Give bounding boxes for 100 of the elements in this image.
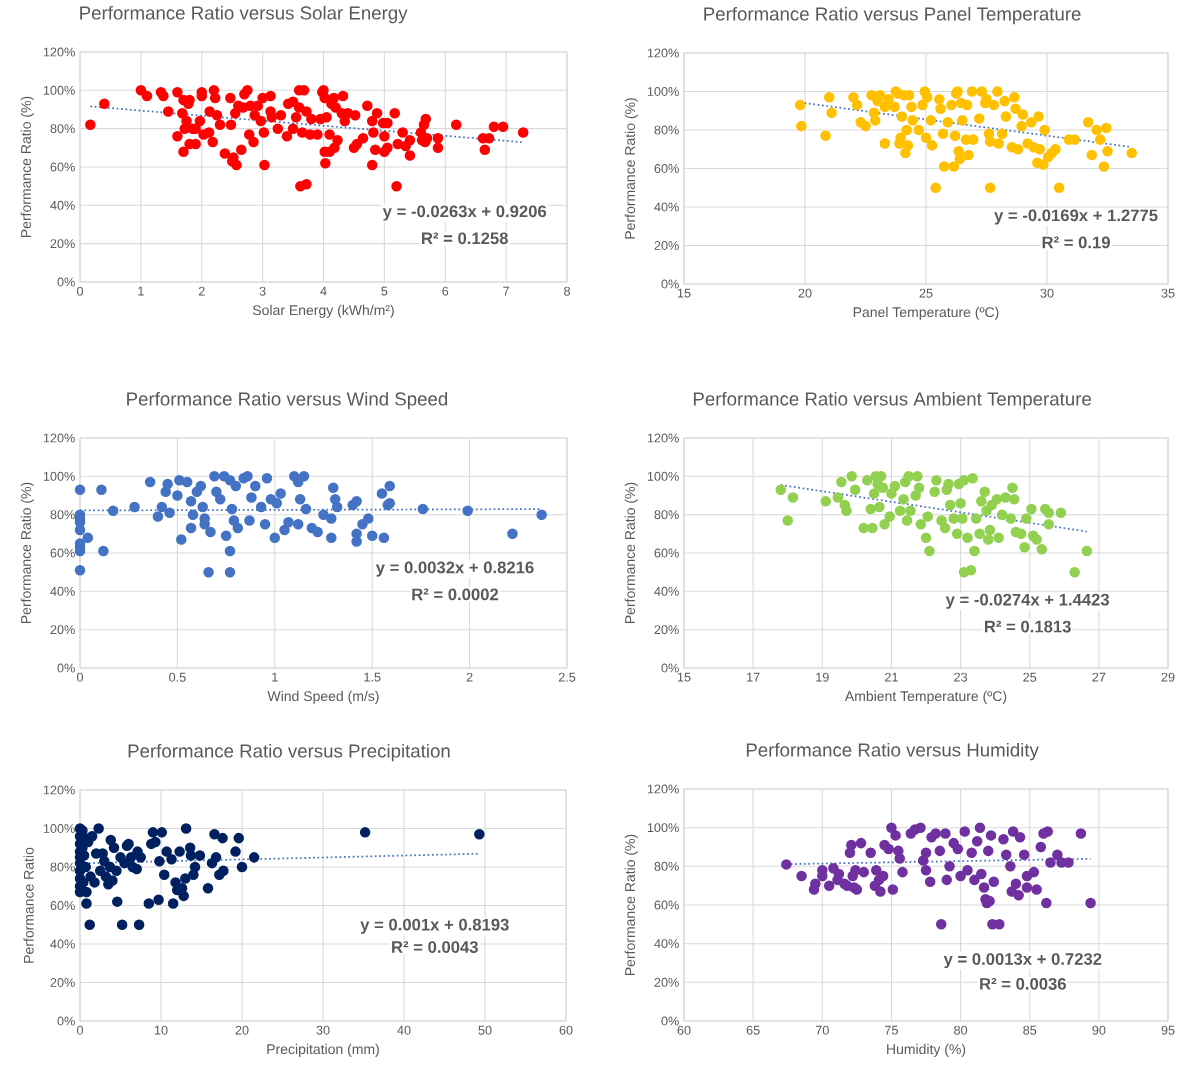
y-axis-title: Performance Ratio (%) [20,482,34,624]
x-tick-label: 2.5 [558,672,576,682]
y-tick-label: 80% [654,125,679,135]
x-tick-label: 60 [677,1025,691,1035]
x-tick-label: 3 [259,286,266,296]
x-axis-title: Precipitation (mm) [267,1043,379,1057]
x-tick-label: 0.5 [169,672,186,682]
x-tick-label: 19 [816,672,829,682]
y-tick-label: 120% [647,784,679,794]
y-tick-label: 60% [50,548,75,558]
x-tick-label: 50 [478,1025,492,1035]
y-tick-label: 80% [654,861,679,871]
chart-title: Performance Ratio versus Humidity [746,742,1039,761]
x-tick-label: 10 [154,1025,168,1035]
x-tick-label: 30 [1040,288,1054,298]
x-tick-label: 60 [559,1025,573,1035]
y-tick-label: 0% [661,663,679,673]
annotation: y = -0.0263x + 0.9206 [382,205,547,221]
y-tick-label: 40% [654,939,679,949]
y-tick-label: 20% [50,239,75,249]
chart-title: Performance Ratio versus Solar Energy [80,5,408,24]
annotation: y = -0.0169x + 1.2775 [994,209,1158,225]
y-tick-label: 100% [647,823,679,833]
x-tick-label: 0 [76,286,84,296]
x-tick-label: 0 [76,672,84,682]
y-axis-title: Performance Ratio (%) [624,834,638,976]
x-axis-title: Wind Speed (m/s) [267,690,379,704]
x-axis-title: Solar Energy (kWh/m²) [252,304,394,318]
x-tick-label: 70 [815,1025,829,1035]
x-tick-label: 29 [1161,672,1175,682]
annotation: R² = 0.19 [1042,236,1110,249]
y-tick-label: 100% [647,471,679,481]
y-tick-label: 40% [50,200,75,210]
y-tick-label: 40% [50,939,75,949]
x-tick-label: 1 [272,672,278,682]
x-axis-title: Panel Temperature (ºC) [853,306,999,320]
x-tick-label: 15 [677,672,691,682]
x-tick-label: 15 [677,288,691,298]
y-tick-label: 80% [50,510,75,520]
y-tick-label: 100% [647,87,679,96]
x-tick-label: 40 [397,1025,411,1035]
x-tick-label: 25 [1023,672,1037,682]
x-tick-label: 25 [919,288,933,298]
y-tick-label: 40% [50,586,75,596]
y-axis-title: Performance Ratio [23,847,34,963]
annotation: R² = 0.0036 [980,977,1066,990]
y-tick-label: 0% [57,663,75,673]
y-tick-label: 60% [50,162,75,172]
y-tick-label: 40% [654,586,679,596]
y-tick-label: 40% [654,202,679,212]
annotation: y = 0.0013x + 0.7232 [943,953,1102,969]
x-tick-label: 17 [747,672,760,682]
x-axis-title: Ambient Temperature (ºC) [844,690,1007,704]
y-axis-title: Performance Ratio (%) [20,96,34,238]
y-tick-label: 20% [654,625,679,635]
x-tick-label: 20 [235,1025,249,1035]
x-tick-label: 85 [1023,1025,1037,1035]
x-tick-label: 2 [198,286,205,296]
annotation: R² = 0.1258 [422,232,508,245]
y-tick-label: 120% [43,785,75,795]
y-tick-label: 60% [50,901,75,910]
y-tick-label: 0% [661,1016,679,1026]
x-tick-label: 80 [954,1025,968,1035]
x-tick-label: 5 [381,286,388,296]
annotation: y = 0.001x + 0.8193 [360,918,509,934]
y-tick-label: 0% [57,277,75,287]
x-tick-label: 8 [564,286,570,296]
x-tick-label: 2 [466,672,473,682]
x-tick-label: 90 [1092,1025,1106,1035]
y-tick-label: 20% [50,625,75,635]
annotation: y = 0.0032x + 0.8216 [375,561,534,577]
x-tick-label: 6 [442,286,449,296]
chart-title: Performance Ratio versus Panel Temperature [704,6,1081,25]
x-tick-label: 27 [1092,672,1106,682]
x-tick-label: 1 [138,286,144,296]
y-tick-label: 120% [647,433,679,443]
y-tick-label: 20% [654,977,679,987]
annotation: y = -0.0274x + 1.4423 [945,593,1110,609]
annotation: R² = 0.0002 [412,588,499,601]
y-tick-label: 0% [57,1016,75,1026]
y-tick-label: 120% [43,433,75,443]
chart-title: Performance Ratio versus Ambient Temperature [693,391,1091,410]
y-axis-title: Performance Ratio (%) [624,482,638,624]
y-tick-label: 60% [654,900,679,910]
y-tick-label: 100% [43,471,75,481]
y-tick-label: 120% [647,48,679,58]
x-tick-label: 21 [885,672,898,682]
x-tick-label: 20 [798,288,812,298]
y-tick-label: 80% [50,124,75,134]
y-axis-title: Performance Ratio (%) [624,98,638,239]
x-tick-label: 7 [503,286,510,296]
x-tick-label: 4 [320,286,327,296]
y-tick-label: 20% [654,241,679,250]
y-tick-label: 120% [43,47,75,57]
y-tick-label: 80% [50,862,75,872]
annotation: R² = 0.1813 [984,620,1071,633]
x-tick-label: 23 [954,672,968,682]
chart-title: Performance Ratio versus Precipitation [128,743,450,762]
y-tick-label: 80% [654,510,679,520]
y-tick-label: 100% [43,85,75,95]
